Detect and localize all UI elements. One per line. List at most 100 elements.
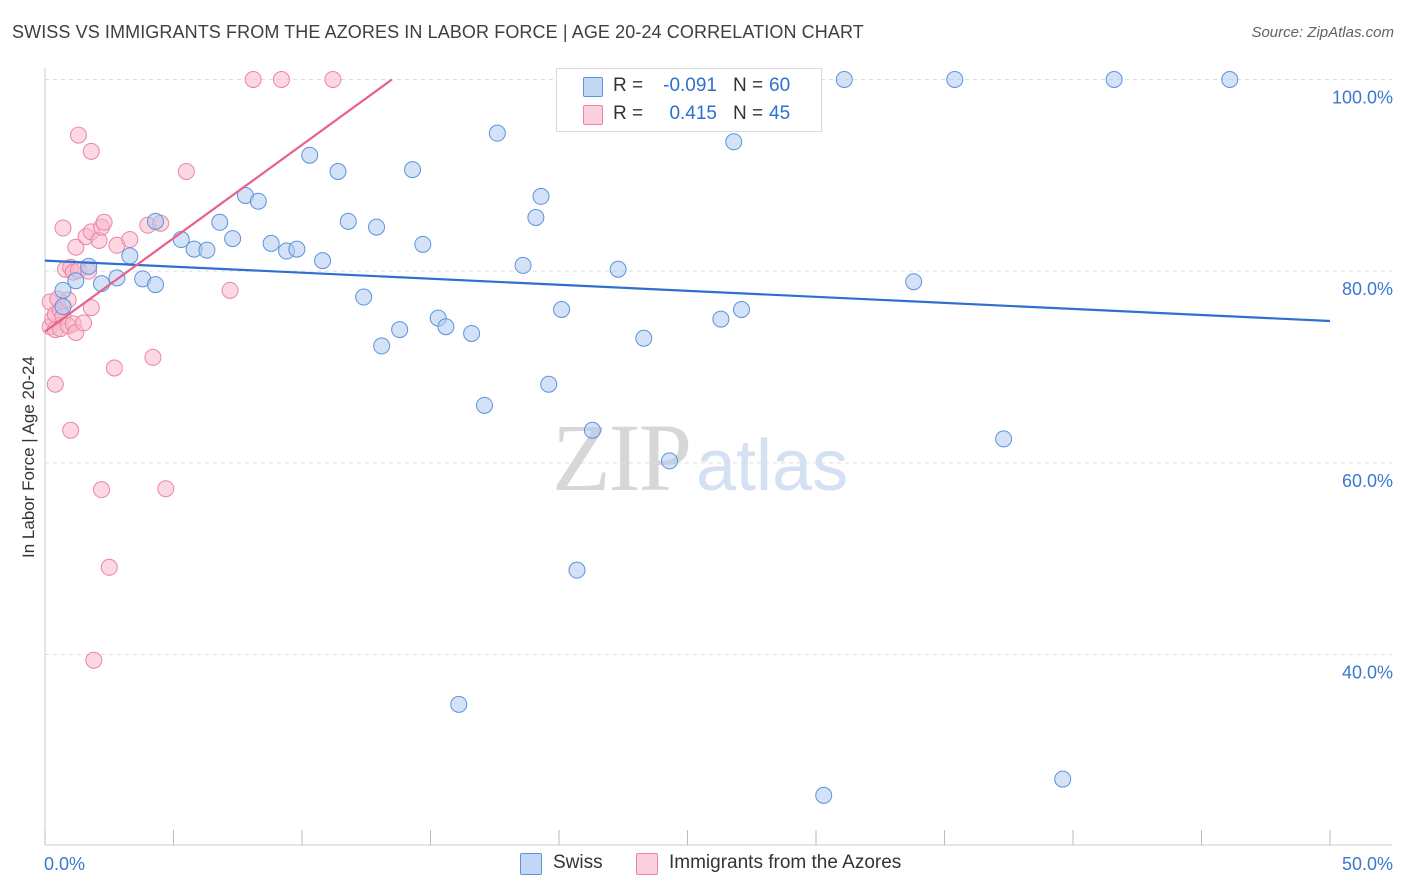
swiss-point (540, 375, 558, 393)
legend-r-value: -0.091 (663, 75, 717, 96)
azores-point (67, 238, 85, 256)
swiss-point (437, 318, 455, 336)
azores-point (105, 359, 123, 377)
series-swiss-points (54, 71, 1239, 804)
swiss-point (635, 329, 653, 347)
swiss-point (568, 561, 586, 579)
legend-swatch-azores (583, 105, 603, 125)
swiss-point (946, 71, 964, 88)
swiss-point (404, 161, 422, 179)
azores-point (75, 314, 93, 332)
legend-n-label: N = (733, 75, 764, 96)
swiss-point (725, 133, 743, 151)
axes (44, 68, 1392, 846)
swiss-point (54, 298, 72, 316)
y-tick-label: 80.0% (1342, 279, 1393, 299)
swiss-point (995, 430, 1013, 448)
bottom-legend-swatch-azores (636, 853, 658, 875)
stats-legend: R = -0.091 N = 60 R = 0.415 N = 45 (556, 68, 822, 132)
y-tick-label: 100.0% (1332, 88, 1393, 108)
swiss-point (249, 192, 267, 210)
swiss-point (835, 71, 853, 88)
swiss-point (355, 288, 373, 306)
x-tick-label-min: 0.0% (44, 854, 85, 874)
swiss-point (463, 324, 481, 342)
legend-r-value: 0.415 (669, 103, 717, 124)
swiss-point (583, 421, 601, 439)
grid-lines (45, 79, 1392, 655)
swiss-point (147, 212, 165, 230)
swiss-point (1221, 71, 1239, 88)
legend-swatch-swiss (583, 77, 603, 97)
bottom-legend-label-swiss: Swiss (553, 852, 603, 873)
bottom-legend-label-azores: Immigrants from the Azores (669, 852, 902, 873)
azores-point (69, 126, 87, 144)
swiss-point (262, 234, 280, 252)
swiss-point (67, 272, 85, 290)
swiss-point (661, 452, 679, 470)
azores-trend-line (44, 78, 393, 333)
swiss-point (609, 260, 627, 278)
swiss-point (815, 786, 833, 804)
swiss-point (373, 337, 391, 355)
swiss-point (414, 235, 432, 253)
y-tick-label: 60.0% (1342, 471, 1393, 491)
azores-point (62, 421, 80, 439)
azores-point (93, 481, 111, 499)
legend-r-label: R = (613, 103, 644, 124)
swiss-point (211, 213, 229, 231)
swiss-point (288, 240, 306, 258)
legend-row-azores: R = 0.415 N = 45 (557, 101, 821, 127)
swiss-point (224, 230, 242, 248)
swiss-point (732, 301, 750, 318)
legend-n-value: 60 (769, 75, 791, 96)
legend-n-value: 45 (769, 103, 791, 124)
azores-point (95, 213, 113, 231)
swiss-point (391, 321, 409, 339)
swiss-point (1054, 770, 1072, 788)
swiss-point (198, 241, 216, 259)
swiss-point (1105, 71, 1123, 88)
azores-point (85, 651, 103, 669)
swiss-point (905, 273, 923, 291)
y-axis-title: In Labor Force | Age 20-24 (19, 356, 38, 558)
azores-point (157, 480, 175, 498)
bottom-legend-swatch-swiss (520, 853, 542, 875)
trend-lines (44, 78, 1331, 333)
azores-point (221, 281, 239, 299)
swiss-point (527, 209, 545, 226)
azores-point (46, 375, 64, 393)
swiss-point (301, 146, 319, 164)
azores-point (54, 219, 72, 237)
azores-point (144, 348, 162, 366)
series-azores-points (41, 71, 342, 669)
azores-point (121, 231, 139, 249)
azores-point (272, 71, 290, 88)
swiss-point (368, 218, 386, 236)
azores-point (82, 299, 100, 317)
swiss-point (514, 256, 532, 274)
swiss-point (532, 187, 550, 205)
legend-r-label: R = (613, 75, 644, 96)
swiss-point (450, 695, 468, 713)
swiss-point (712, 310, 730, 328)
y-tick-label: 40.0% (1342, 663, 1393, 683)
swiss-point (488, 124, 506, 142)
source-label: Source: ZipAtlas.com (1251, 24, 1394, 41)
watermark: ZIPatlas (552, 402, 848, 513)
swiss-trend-line (44, 259, 1331, 323)
swiss-point (147, 276, 165, 294)
chart-title: SWISS VS IMMIGRANTS FROM THE AZORES IN L… (12, 22, 864, 42)
azores-point (324, 71, 342, 88)
swiss-point (329, 163, 347, 180)
x-tick-label-max: 50.0% (1342, 854, 1393, 874)
azores-point (244, 71, 262, 88)
azores-point (82, 142, 100, 160)
azores-point (177, 163, 195, 180)
swiss-point (475, 396, 493, 414)
watermark-atlas: atlas (696, 426, 849, 506)
axis-labels: 100.0% 80.0% 60.0% 40.0% 0.0% 50.0% In Labor F… (19, 88, 1393, 875)
swiss-point (80, 257, 98, 275)
swiss-point (314, 252, 332, 270)
